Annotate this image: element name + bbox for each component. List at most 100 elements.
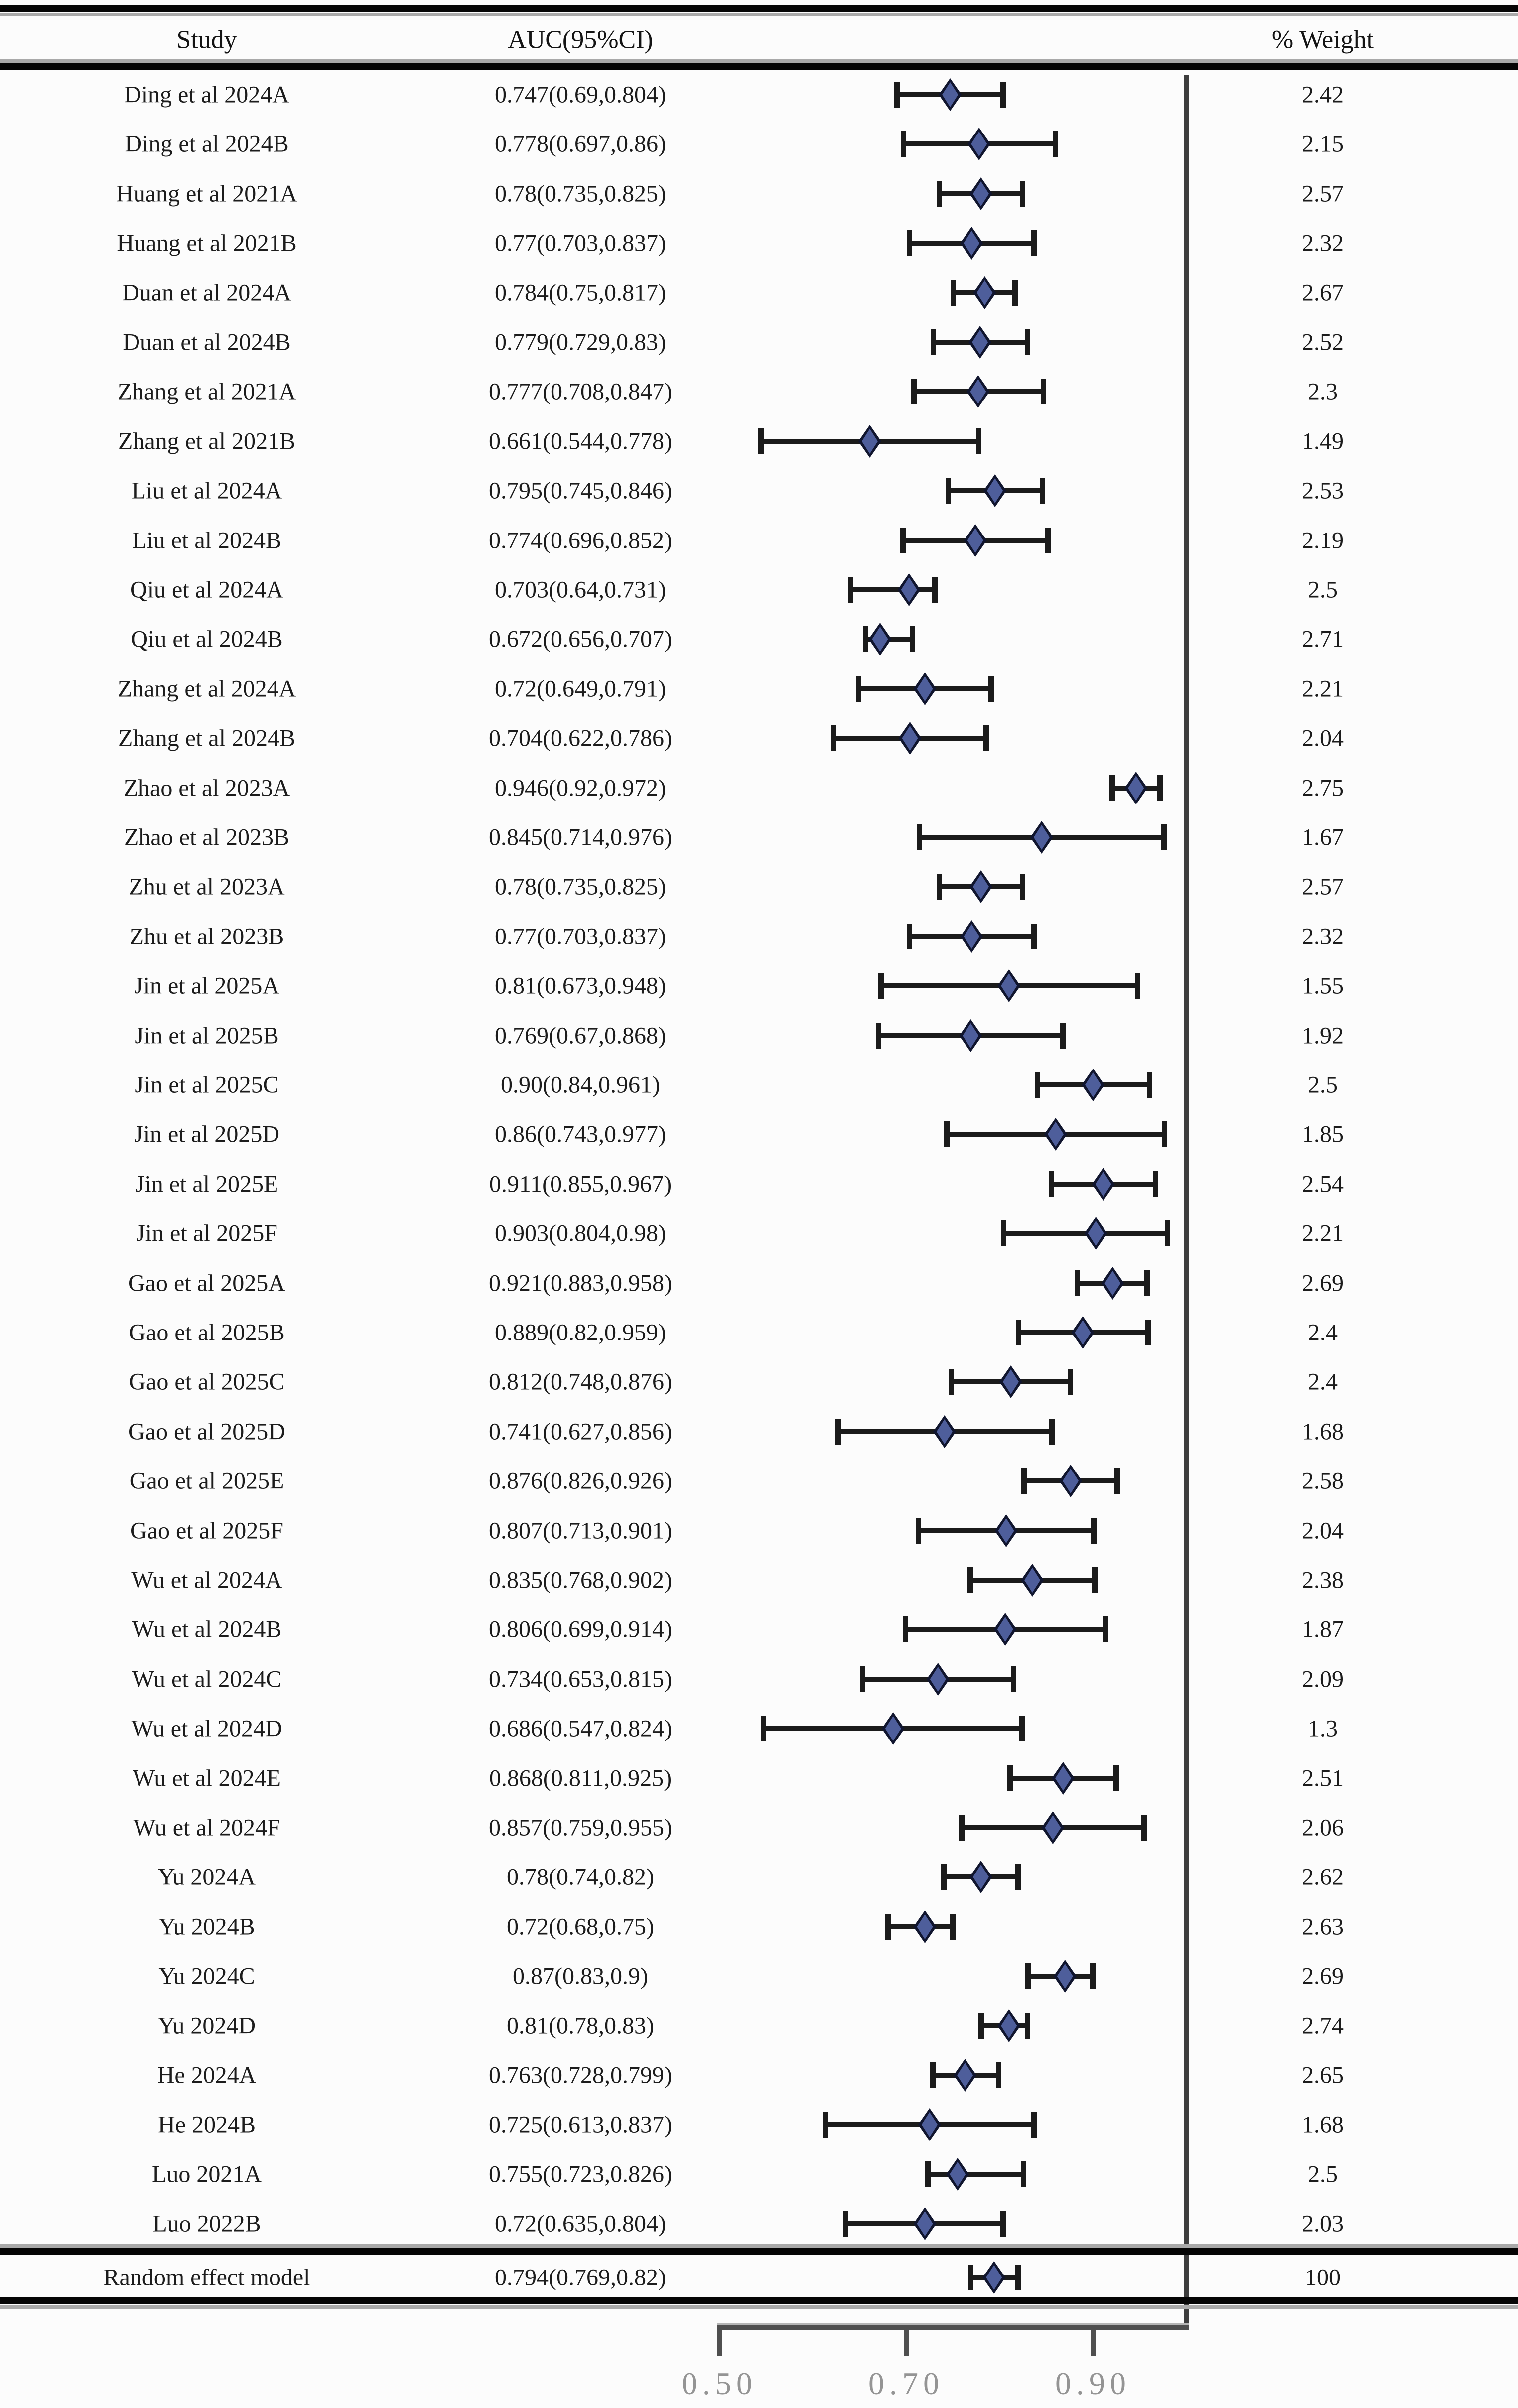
study-label: Zhang et al 2024B	[118, 725, 295, 752]
diamond-marker-fill	[902, 726, 918, 751]
study-label: He 2024B	[158, 2111, 256, 2138]
weight-value: 100	[1305, 2264, 1341, 2291]
diamond-marker-fill	[936, 1419, 953, 1444]
auc-ci-value: 0.777(0.708,0.847)	[489, 378, 672, 405]
header-rule-shadow	[0, 59, 1518, 63]
auc-ci-value: 0.911(0.855,0.967)	[489, 1171, 672, 1198]
diamond-marker-fill	[1033, 825, 1050, 850]
ci-cap-right	[1114, 1468, 1120, 1494]
ci-cap-left	[885, 1914, 891, 1940]
ci-cap-right	[1019, 1716, 1025, 1741]
ci-cap-left	[1048, 1171, 1054, 1197]
diamond-marker-fill	[861, 429, 878, 454]
diamond-marker-fill	[1024, 1568, 1041, 1593]
auc-ci-value: 0.778(0.697,0.86)	[495, 131, 666, 157]
diamond-marker-fill	[1057, 1964, 1073, 1989]
auc-ci-value: 0.868(0.811,0.925)	[489, 1765, 672, 1792]
ci-cap-left	[936, 874, 942, 900]
diamond-marker	[918, 2108, 941, 2141]
weight-value: 2.67	[1302, 279, 1344, 306]
diamond-marker-fill	[973, 181, 989, 206]
column-header-study: Study	[176, 25, 237, 54]
diamond-marker	[983, 474, 1007, 507]
diamond-marker-fill	[1128, 776, 1144, 801]
ci-cap-left	[847, 577, 853, 603]
diamond-marker-fill	[964, 924, 980, 949]
ci-cap-right	[1031, 2112, 1037, 2138]
diamond-marker-fill	[901, 577, 917, 602]
ci-cap-left	[1021, 1468, 1027, 1494]
auc-ci-value: 0.90(0.84,0.961)	[501, 1071, 660, 1098]
ci-cap-left	[978, 2013, 984, 2039]
weight-value: 2.09	[1302, 1666, 1344, 1693]
ci-cap-left	[859, 1666, 865, 1692]
diamond-marker-fill	[1075, 1320, 1091, 1345]
ci-cap-left	[900, 528, 906, 553]
ci-cap-right	[1090, 1963, 1096, 1989]
diamond-marker	[1082, 1069, 1104, 1101]
weight-value: 2.71	[1302, 626, 1344, 653]
ci-cap-right	[1040, 379, 1046, 404]
ci-cap-right	[910, 626, 916, 652]
diamond-marker	[1053, 1960, 1077, 1993]
ci-cap-right	[1053, 131, 1058, 157]
ci-cap-left	[968, 2265, 974, 2290]
ci-cap-right	[995, 2062, 1001, 2088]
ci-cap-left	[911, 379, 917, 404]
auc-ci-value: 0.921(0.883,0.958)	[489, 1270, 672, 1297]
ci-cap-left	[761, 1716, 767, 1741]
diamond-marker-fill	[973, 1865, 989, 1889]
auc-ci-value: 0.845(0.714,0.976)	[489, 824, 672, 851]
ci-cap-right	[976, 428, 982, 454]
weight-value: 2.06	[1302, 1814, 1344, 1841]
auc-ci-value: 0.703(0.64,0.731)	[495, 576, 666, 603]
diamond-marker	[966, 375, 990, 408]
auc-ci-value: 0.72(0.635,0.804)	[495, 2210, 666, 2237]
study-label: Qiu et al 2024A	[130, 576, 283, 603]
auc-ci-value: 0.774(0.696,0.852)	[489, 527, 672, 554]
auc-ci-value: 0.784(0.75,0.817)	[495, 279, 666, 306]
ci-cap-right	[1049, 1419, 1055, 1445]
diamond-marker-fill	[1045, 1815, 1061, 1840]
diamond-marker	[1041, 1811, 1065, 1844]
study-label: Yu 2024B	[158, 1913, 255, 1940]
diamond-marker-fill	[963, 1023, 979, 1048]
diamond-marker	[999, 1365, 1022, 1398]
ci-cap-left	[925, 2161, 931, 2187]
weight-value: 2.58	[1302, 1468, 1344, 1494]
auc-ci-value: 0.779(0.729,0.83)	[495, 329, 666, 356]
ci-cap-left	[1007, 1765, 1013, 1791]
diamond-marker-fill	[930, 1667, 946, 1692]
auc-ci-value: 0.763(0.728,0.799)	[489, 2062, 672, 2089]
weight-value: 2.75	[1302, 775, 1344, 802]
ci-cap-right	[1161, 824, 1167, 850]
ci-cap-left	[967, 1567, 973, 1593]
weight-value: 2.69	[1302, 1963, 1344, 1990]
study-label: Zhu et al 2023B	[129, 923, 284, 950]
diamond-marker-fill	[942, 82, 959, 107]
diamond-marker-fill	[872, 627, 888, 652]
study-label: Luo 2022B	[152, 2210, 261, 2237]
diamond-marker	[926, 1663, 950, 1696]
auc-ci-value: 0.755(0.723,0.826)	[489, 2161, 672, 2188]
auc-ci-value: 0.78(0.735,0.825)	[495, 180, 666, 207]
auc-ci-value: 0.725(0.613,0.837)	[489, 2111, 672, 2138]
auc-ci-value: 0.81(0.673,0.948)	[495, 972, 666, 999]
diamond-marker-fill	[1085, 1072, 1101, 1097]
ci-cap-right	[1135, 973, 1140, 999]
weight-value: 1.68	[1302, 1418, 1344, 1445]
weight-value: 2.3	[1308, 378, 1338, 405]
ci-cap-right	[1031, 924, 1037, 949]
diamond-marker	[1071, 1316, 1095, 1349]
study-label: Zhang et al 2024A	[117, 675, 296, 702]
study-label: Yu 2024A	[157, 1864, 256, 1890]
column-header-auc: AUC(95%CI)	[508, 25, 653, 54]
weight-value: 2.4	[1308, 1368, 1338, 1395]
ci-cap-right	[1015, 1864, 1021, 1890]
diamond-marker-fill	[1088, 1221, 1104, 1246]
study-label: Liu et al 2024B	[132, 527, 281, 554]
ci-cap-left	[936, 181, 942, 207]
ci-cap-left	[875, 1023, 881, 1049]
diamond-marker	[997, 969, 1021, 1002]
ci-cap-left	[1075, 1270, 1081, 1296]
